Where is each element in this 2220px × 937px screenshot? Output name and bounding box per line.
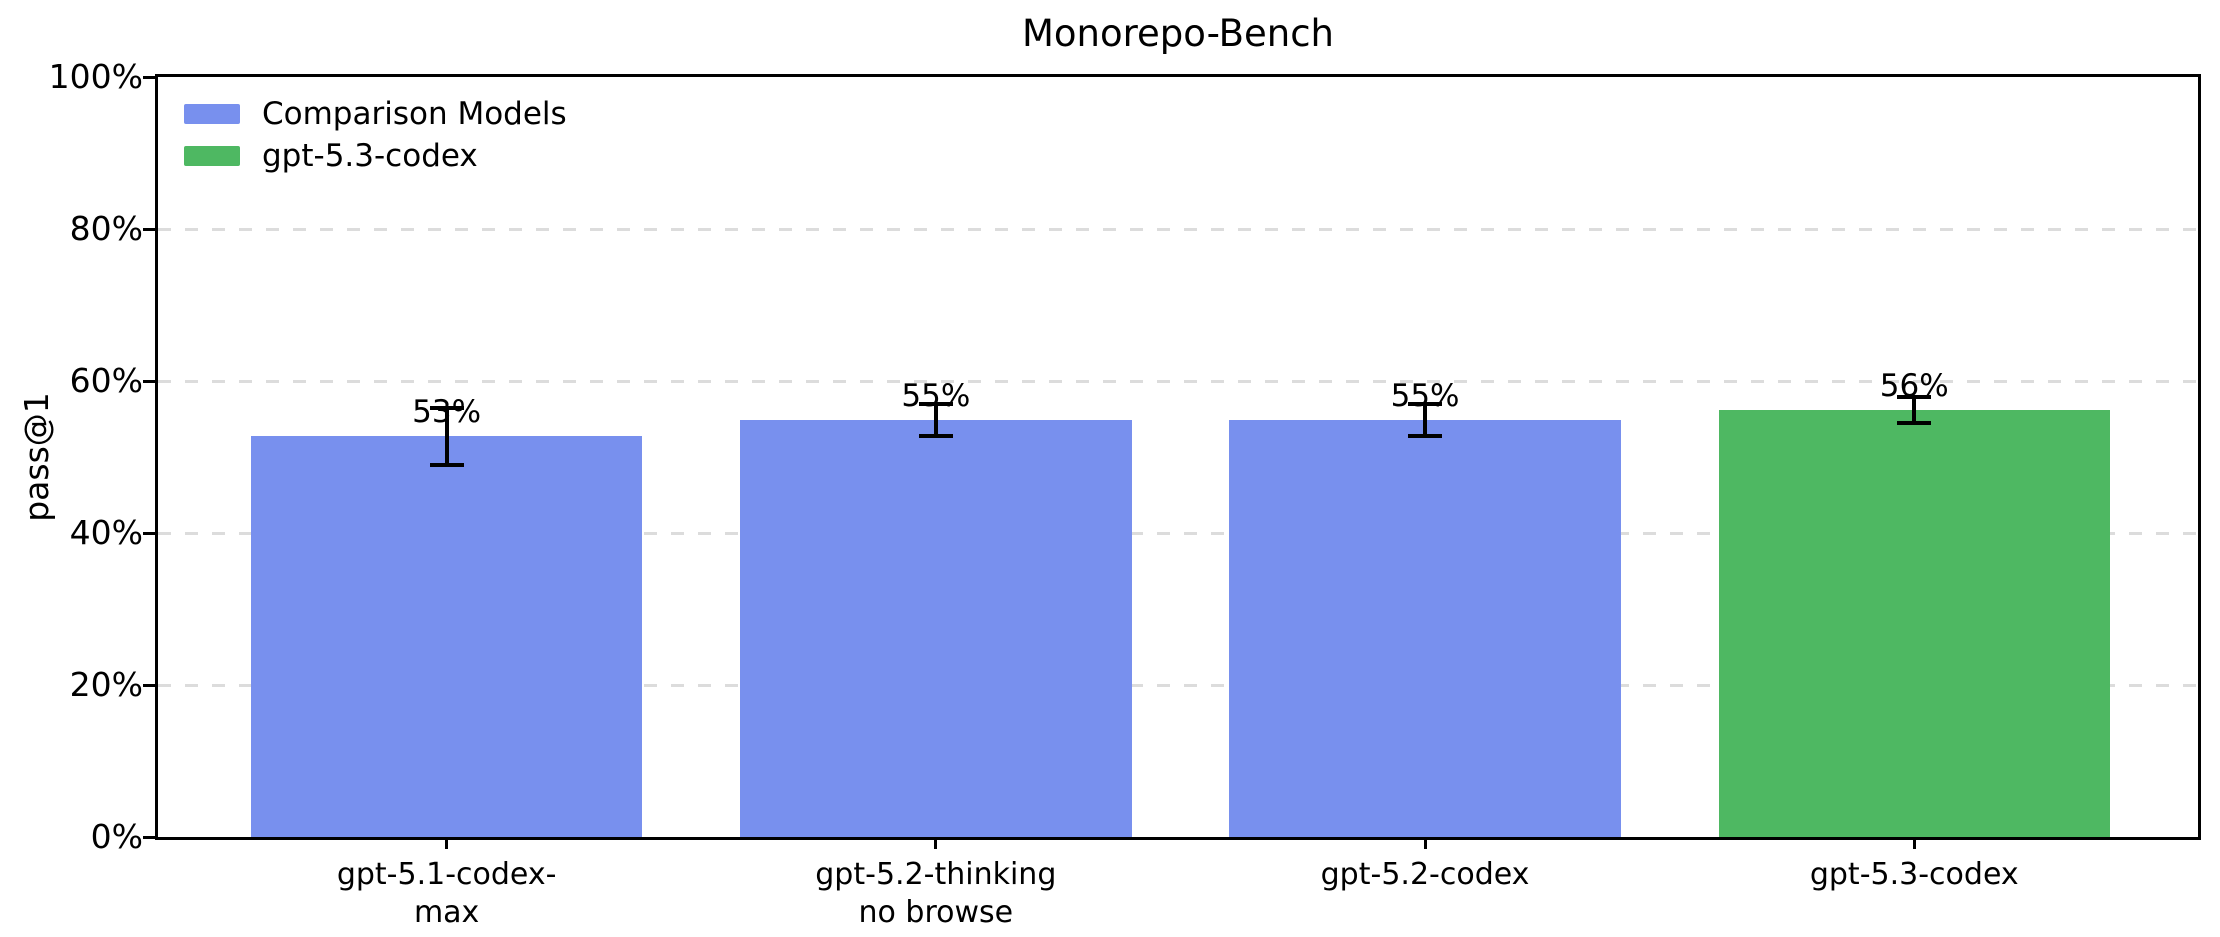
y-tick-mark (143, 75, 155, 79)
error-bar-cap-top (1897, 394, 1932, 399)
legend-swatch (184, 104, 240, 124)
error-bar-cap-bottom (1408, 433, 1443, 438)
error-bar (1423, 403, 1428, 436)
bar (740, 419, 1132, 837)
error-bar (933, 403, 938, 436)
y-tick-mark (143, 227, 155, 231)
gridline (158, 683, 2198, 687)
error-bar-cap-bottom (429, 463, 464, 468)
y-tick-mark (143, 683, 155, 687)
y-tick-label: 80% (69, 209, 143, 248)
y-tick-mark (143, 835, 155, 839)
x-tick-mark (1423, 837, 1427, 849)
error-bar-cap-bottom (918, 433, 953, 438)
plot-area: 53% 55% 55% 56% (143, 74, 2201, 849)
legend-item-label: Comparison Models (262, 96, 567, 132)
gridline (158, 531, 2198, 535)
legend-item: Comparison Models (184, 96, 567, 132)
bar (1718, 409, 2110, 837)
legend-swatch (184, 146, 240, 166)
error-bar-cap-top (429, 405, 464, 410)
legend-item: gpt-5.3-codex (184, 138, 567, 174)
y-tick-mark (143, 379, 155, 383)
y-tick-label: 0% (90, 817, 143, 856)
error-bar (444, 407, 449, 466)
bar-value-label: 53% (412, 394, 482, 431)
bar (250, 436, 643, 837)
y-tick-label: 40% (69, 513, 143, 552)
legend-item-label: gpt-5.3-codex (262, 138, 478, 174)
x-tick-label: gpt-5.2-thinking no browse (815, 857, 1057, 930)
y-tick-label: 100% (48, 57, 143, 96)
error-bar-cap-top (1408, 401, 1443, 406)
x-tick-mark (445, 837, 449, 849)
gridline (158, 379, 2198, 383)
error-bar (1912, 396, 1917, 423)
chart-title: Monorepo-Bench (1021, 12, 1335, 55)
x-tick-label: gpt-5.1-codex- max (336, 857, 557, 930)
gridline (158, 227, 2198, 231)
bar-value-label: 55% (901, 377, 971, 414)
y-axis-label: pass@1 (16, 392, 56, 522)
x-tick-label: gpt-5.2-codex (1320, 857, 1530, 892)
error-bar-cap-top (918, 401, 953, 406)
x-tick-mark (1912, 837, 1916, 849)
error-bar-cap-bottom (1897, 420, 1932, 425)
bar (1229, 419, 1621, 837)
bar-value-label: 55% (1390, 377, 1460, 414)
y-tick-mark (143, 531, 155, 535)
legend: Comparison Models gpt-5.3-codex (184, 96, 567, 182)
y-tick-label: 60% (69, 361, 143, 400)
x-tick-mark (934, 837, 938, 849)
x-tick-label: gpt-5.3-codex (1809, 857, 2019, 892)
bar-value-label: 56% (1879, 367, 1949, 404)
y-tick-label: 20% (69, 665, 143, 704)
